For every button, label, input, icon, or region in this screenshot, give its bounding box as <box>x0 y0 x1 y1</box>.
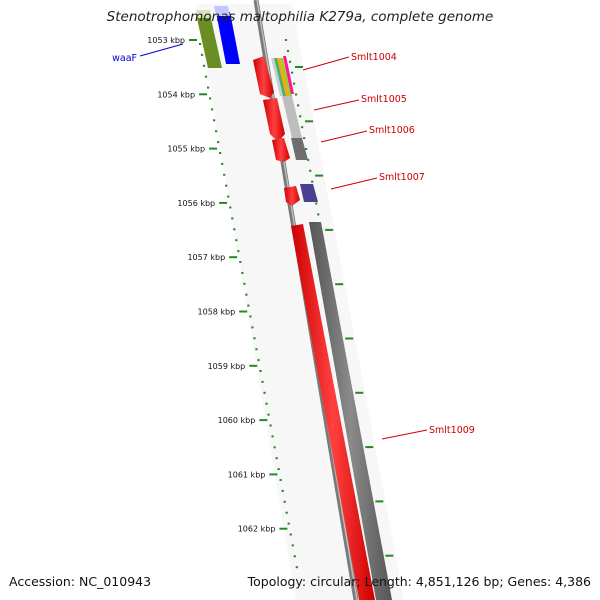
smlt1004-gene-stripe-5 <box>271 58 283 96</box>
gene-label-smlt1007[interactable]: Smlt1007 <box>379 172 425 183</box>
kbp-label: 1062 kbp <box>238 525 276 534</box>
gene-label-smlt1009[interactable]: Smlt1009 <box>429 425 475 436</box>
smlt1004-gene-stripe-3 <box>280 58 292 96</box>
kbp-label: 1057 kbp <box>187 253 225 262</box>
smlt1005-leader <box>313 99 360 111</box>
smlt1009-cds-feature[interactable] <box>291 224 375 600</box>
kbp-label: 1058 kbp <box>198 308 236 317</box>
kbp-label: 1056 kbp <box>177 199 215 208</box>
smlt1004-leader <box>302 56 350 71</box>
accession-text: Accession: NC_010943 <box>9 574 152 589</box>
smlt1006-cds-feature[interactable] <box>272 138 290 162</box>
summary-text: Topology: circular; Length: 4,851,126 bp… <box>247 574 591 589</box>
waaf-gene-feature-top <box>196 10 212 18</box>
smlt1009-gene-feature[interactable] <box>309 222 392 600</box>
smlt1005-cds-feature[interactable] <box>263 98 285 142</box>
waaf-cds-feature-top <box>214 6 230 16</box>
smlt1007-gene-feature[interactable] <box>300 184 318 202</box>
kbp-label: 1053 kbp <box>147 36 185 45</box>
smlt1004-gene-stripe-2 <box>277 58 289 96</box>
smlt1007-leader <box>330 177 378 190</box>
smlt1009-leader <box>381 429 428 440</box>
waaf-leader <box>139 43 184 57</box>
smlt1007-cds-feature[interactable] <box>284 186 300 206</box>
smlt1004-gene-stripe-1 <box>274 58 286 96</box>
kbp-label: 1061 kbp <box>228 470 266 479</box>
smlt1006-gene-feature[interactable] <box>291 138 308 160</box>
smlt1005-gene-feature[interactable] <box>282 96 302 138</box>
gene-label-smlt1006[interactable]: Smlt1006 <box>369 125 415 136</box>
kbp-labels: 1053 kbp 1054 kbp 1055 kbp 1056 kbp 1057 kbp… <box>147 36 275 534</box>
smlt1006-leader <box>320 130 368 143</box>
waaf-cds-feature[interactable] <box>216 12 240 64</box>
kbp-label: 1059 kbp <box>208 362 246 371</box>
smlt1004-cds-feature[interactable] <box>253 56 274 98</box>
kbp-label: 1055 kbp <box>167 145 205 154</box>
kbp-label: 1060 kbp <box>218 416 256 425</box>
map-title: Stenotrophomonas maltophilia K279a, comp… <box>106 9 494 25</box>
kbp-label: 1054 kbp <box>157 90 195 99</box>
gene-label-waaf[interactable]: waaF <box>112 53 137 64</box>
gene-label-smlt1004[interactable]: Smlt1004 <box>351 52 397 63</box>
gene-label-smlt1005[interactable]: Smlt1005 <box>361 94 407 105</box>
smlt1004-gene-stripe-4 <box>283 56 294 94</box>
waaf-gene-feature[interactable] <box>196 14 222 68</box>
